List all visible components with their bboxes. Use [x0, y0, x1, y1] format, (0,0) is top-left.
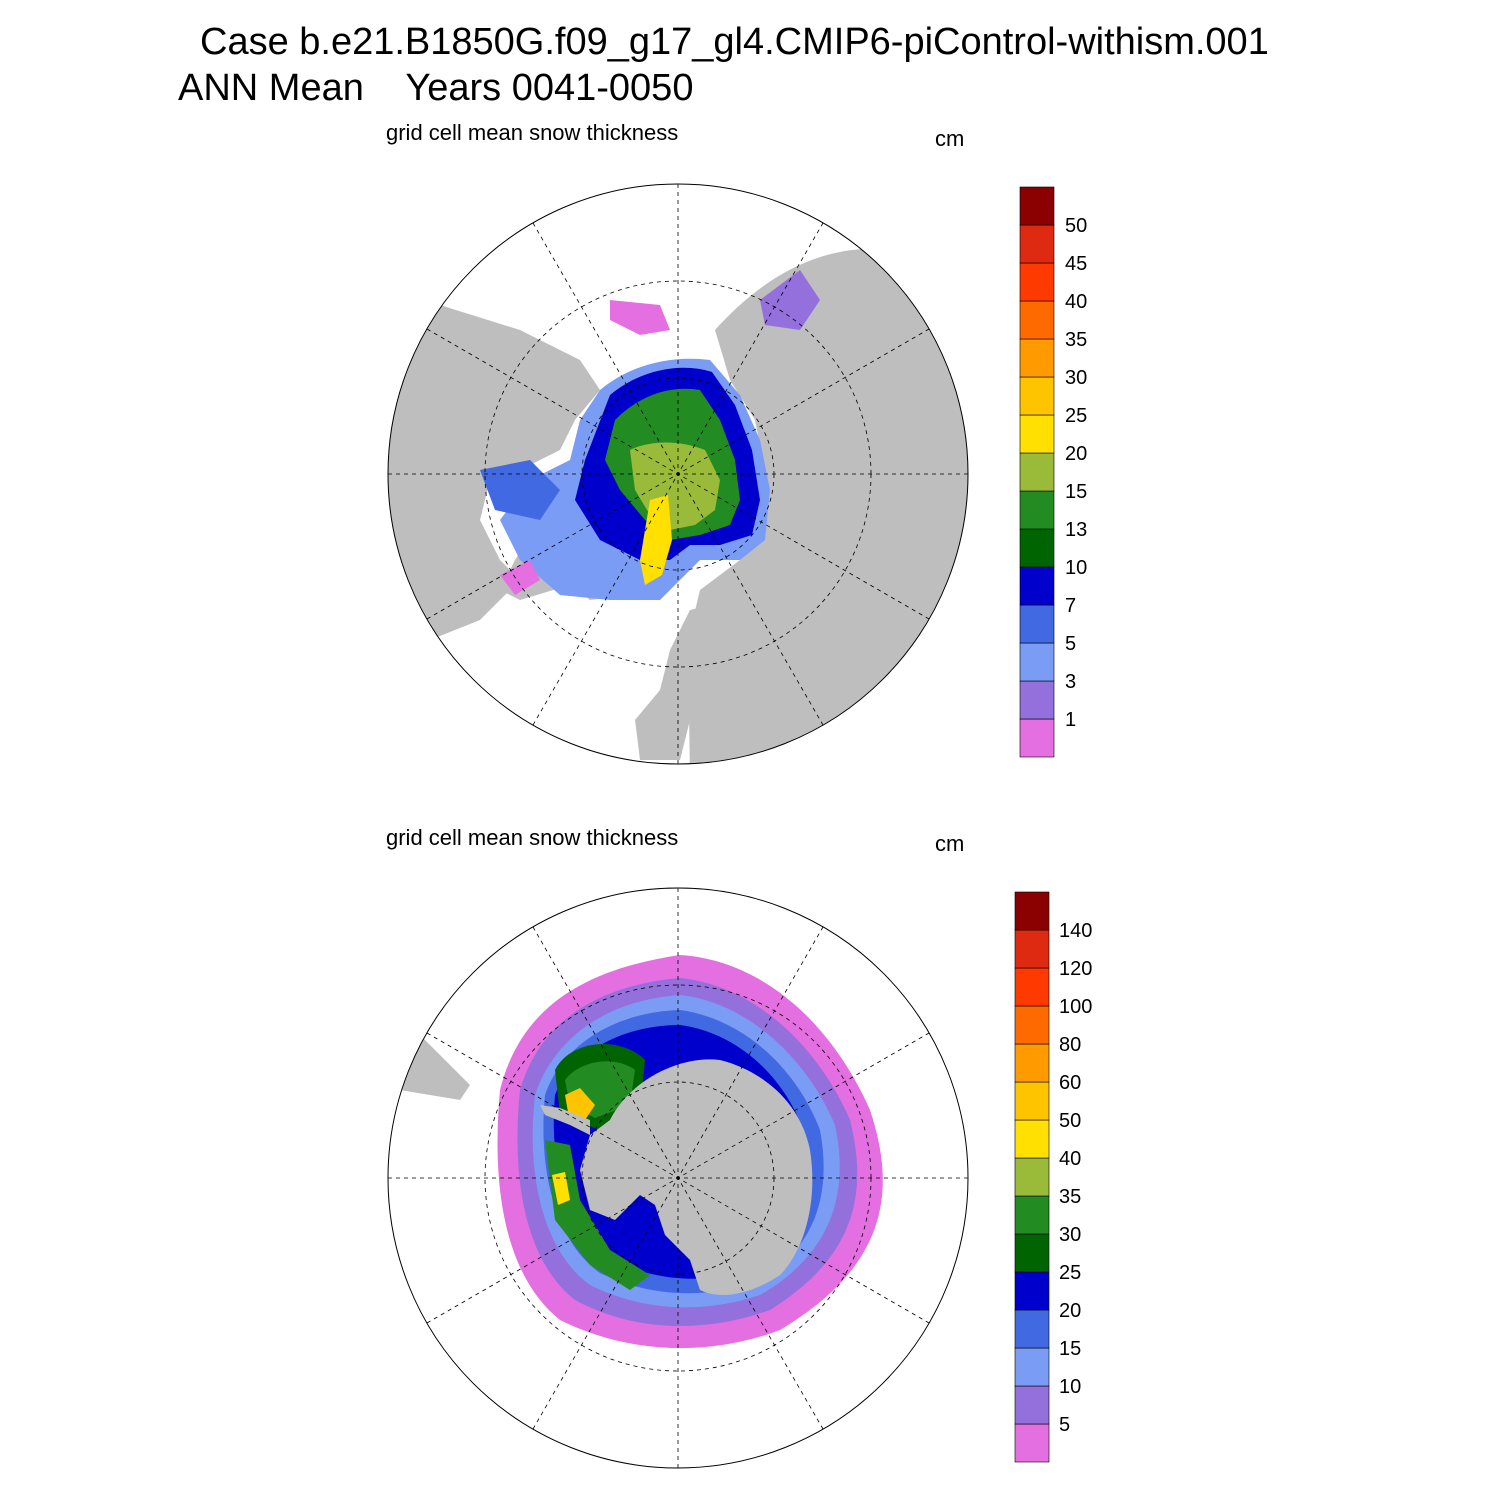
colorbar-tick-label: 40: [1059, 1148, 1081, 1170]
colorbar-swatch: [1014, 1271, 1050, 1311]
colorbar-tick-label: 50: [1065, 215, 1087, 237]
south-snow-field: [497, 955, 883, 1349]
colorbar-tick-label: 35: [1059, 1186, 1081, 1208]
south-colorbar: 5 10 15 20 25 30 35 40 50 60 80 100 120 140: [1014, 891, 1092, 1463]
colorbar-tick-label: 120: [1059, 958, 1092, 980]
north-snow-margin-1: [610, 300, 670, 335]
colorbar-swatch: [1019, 262, 1055, 302]
colorbar-tick-label: 25: [1059, 1262, 1081, 1284]
colorbar-tick-label: 1: [1065, 709, 1076, 731]
colorbar-swatch: [1019, 642, 1055, 682]
colorbar-tick-label: 30: [1065, 367, 1087, 389]
colorbar-tick-label: 35: [1065, 329, 1087, 351]
colorbar-tick-label: 15: [1059, 1338, 1081, 1360]
colorbar-tick-label: 45: [1065, 253, 1087, 275]
colorbar-swatch: [1014, 929, 1050, 969]
north-snow-field: [480, 270, 820, 600]
colorbar-swatch: [1014, 1423, 1050, 1463]
south-panel-units: cm: [935, 831, 965, 856]
period-title: ANN Mean Years 0041-0050: [178, 67, 694, 109]
colorbar-tick-label: 7: [1065, 595, 1076, 617]
colorbar-swatch: [1019, 490, 1055, 530]
colorbar-swatch: [1019, 528, 1055, 568]
colorbar-tick-label: 50: [1059, 1110, 1081, 1132]
colorbar-swatch: [1019, 224, 1055, 264]
colorbar-tick-label: 60: [1059, 1072, 1081, 1094]
south-panel-subtitle: grid cell mean snow thickness: [386, 825, 679, 850]
north-panel-subtitle: grid cell mean snow thickness: [386, 120, 679, 145]
colorbar-swatch: [1014, 1081, 1050, 1121]
colorbar-swatch: [1019, 376, 1055, 416]
south-snow-weddell-yellow: [565, 1088, 595, 1120]
colorbar-swatch: [1014, 1043, 1050, 1083]
north-snow-margin-2: [760, 270, 820, 330]
case-title: Case b.e21.B1850G.f09_g17_gl4.CMIP6-piCo…: [200, 21, 1269, 63]
south-landmass-antarctica: [580, 1059, 813, 1295]
colorbar-swatch: [1014, 1119, 1050, 1159]
colorbar-tick-label: 20: [1065, 443, 1087, 465]
colorbar-tick-label: 13: [1065, 519, 1087, 541]
colorbar-tick-label: 100: [1059, 996, 1092, 1018]
north-panel-units: cm: [935, 126, 965, 151]
colorbar-swatch: [1019, 452, 1055, 492]
south-polar-map: [387, 887, 969, 1469]
colorbar-tick-label: 15: [1065, 481, 1087, 503]
colorbar-swatch: [1019, 680, 1055, 720]
colorbar-swatch: [1014, 1385, 1050, 1425]
colorbar-swatch: [1019, 186, 1055, 226]
north-snow-margin-4: [480, 460, 560, 520]
north-snow-margin-3: [500, 560, 540, 595]
south-snow-west-green: [545, 1140, 650, 1290]
colorbar-swatch: [1019, 414, 1055, 454]
colorbar-tick-label: 25: [1065, 405, 1087, 427]
colorbar-swatch: [1014, 1005, 1050, 1045]
colorbar-swatch: [1019, 300, 1055, 340]
colorbar-swatch: [1014, 1195, 1050, 1235]
colorbar-swatch: [1019, 604, 1055, 644]
south-snow-west-yellow: [552, 1172, 570, 1205]
colorbar-swatch: [1014, 1309, 1050, 1349]
north-snow-band-5: [640, 495, 672, 585]
colorbar-tick-label: 80: [1059, 1034, 1081, 1056]
colorbar-tick-label: 20: [1059, 1300, 1081, 1322]
colorbar-tick-label: 5: [1059, 1414, 1070, 1436]
north-landmass-europe: [635, 600, 760, 760]
colorbar-tick-label: 10: [1059, 1376, 1081, 1398]
colorbar-swatch: [1014, 891, 1050, 931]
colorbar-swatch: [1014, 1157, 1050, 1197]
colorbar-swatch: [1019, 338, 1055, 378]
colorbar-tick-label: 3: [1065, 671, 1076, 693]
colorbar-tick-label: 10: [1065, 557, 1087, 579]
colorbar-swatch: [1014, 967, 1050, 1007]
south-landmass-peninsula: [540, 1105, 590, 1135]
colorbar-swatch: [1019, 718, 1055, 758]
colorbar-swatch: [1014, 1233, 1050, 1273]
colorbar-tick-label: 5: [1065, 633, 1076, 655]
colorbar-swatch: [1019, 566, 1055, 606]
colorbar-tick-label: 40: [1065, 291, 1087, 313]
north-polar-map: [387, 183, 969, 765]
colorbar-swatch: [1014, 1347, 1050, 1387]
colorbar-tick-label: 30: [1059, 1224, 1081, 1246]
colorbar-tick-label: 140: [1059, 920, 1092, 942]
